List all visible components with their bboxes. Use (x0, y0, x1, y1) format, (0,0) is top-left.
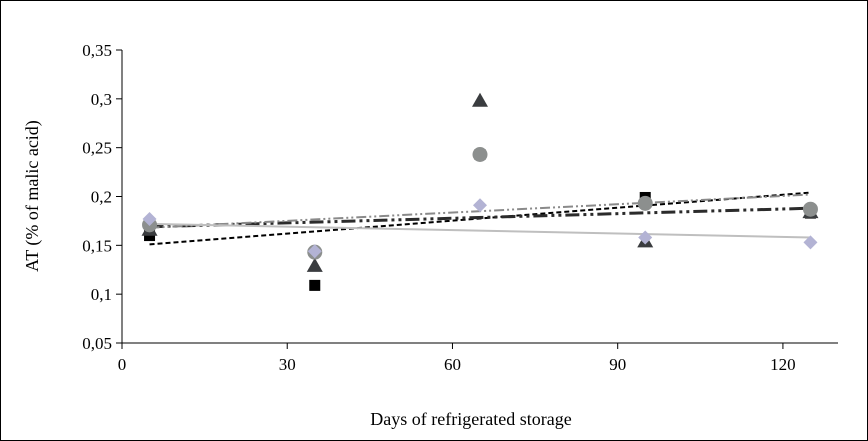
series-1-points (144, 149, 816, 291)
y-tick-label: 0,35 (82, 41, 112, 60)
trendline-4 (149, 222, 811, 239)
x-tick-label: 0 (118, 355, 127, 374)
x-tick-label: 30 (279, 355, 296, 374)
series-2-points (141, 92, 819, 272)
y-tick-label: 0,2 (91, 188, 112, 207)
data-point (307, 244, 322, 259)
x-tick-label: 90 (609, 355, 626, 374)
y-tick-label: 0,15 (82, 236, 112, 255)
y-tick-label: 0,3 (91, 90, 112, 109)
data-point (473, 198, 487, 213)
data-points (141, 92, 819, 291)
x-axis-ticks: 0 30 60 90 120 (118, 343, 796, 374)
data-point (142, 211, 157, 226)
y-axis-title: AT (% of malic acid) (22, 120, 43, 272)
series-4-points (142, 198, 818, 259)
data-point (306, 257, 323, 272)
data-point (802, 201, 818, 217)
data-point (803, 235, 818, 250)
data-point (638, 230, 653, 245)
data-point (637, 195, 653, 211)
x-tick-label: 60 (444, 355, 461, 374)
y-tick-label: 0,25 (82, 139, 112, 158)
data-point (309, 279, 321, 291)
data-point (472, 147, 488, 163)
x-axis-title: Days of refrigerated storage (370, 409, 571, 429)
x-tick-label: 120 (770, 355, 796, 374)
y-tick-label: 0,1 (91, 285, 112, 304)
y-axis-ticks: 0,05 0,1 0,15 0,2 0,25 0,3 0,35 (82, 41, 122, 353)
trendline-2 (149, 206, 811, 229)
y-tick-label: 0,05 (82, 334, 112, 353)
data-point (472, 92, 488, 107)
